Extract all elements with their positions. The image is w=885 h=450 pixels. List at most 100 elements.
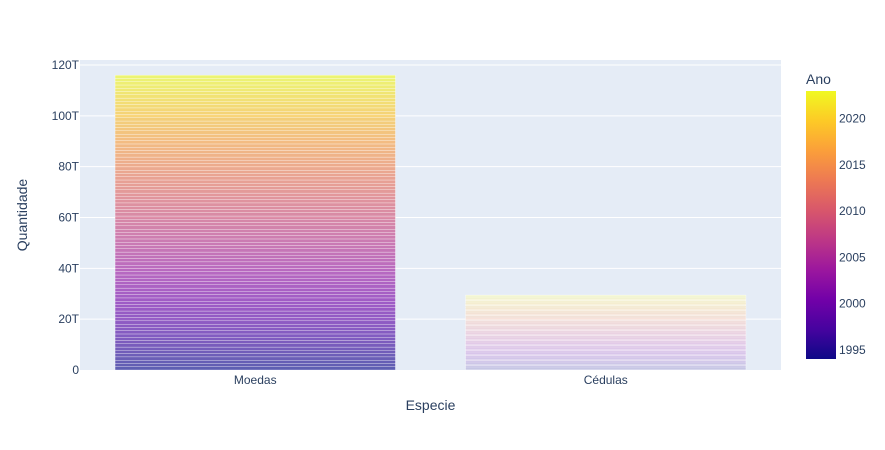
bar-segment — [114, 101, 396, 105]
bar-segment — [114, 333, 396, 338]
bar-segment — [114, 189, 396, 194]
bar-segment — [114, 163, 396, 168]
colorbar-tick-label: 2010 — [839, 204, 866, 218]
colorbar-tick-label: 2020 — [839, 112, 866, 126]
bar-segment — [114, 81, 396, 86]
bar-segment — [114, 363, 396, 367]
bar-segment — [114, 84, 396, 89]
bar-segment — [114, 356, 396, 361]
x-tick-label: Cédulas — [584, 373, 628, 387]
bar-segment — [114, 261, 396, 266]
colorbar-gradient — [806, 91, 836, 359]
bar-segment — [114, 179, 396, 184]
bar-segment — [114, 274, 396, 279]
y-tick-label: 20T — [58, 312, 79, 326]
colorbar-ticks: 1995 2000 2005 2010 2015 2020 — [839, 112, 866, 357]
bar-segment — [114, 150, 396, 154]
bar-segment — [114, 248, 396, 253]
bar-segment — [114, 192, 396, 197]
bar-segment — [114, 120, 396, 125]
colorbar: Ano 1995 2000 2005 2010 2015 2020 — [806, 71, 866, 359]
colorbar-title: Ano — [806, 71, 831, 87]
x-axis-ticks: Moedas Cédulas — [234, 373, 628, 387]
bar-segment — [114, 91, 396, 95]
bar-segment — [114, 320, 396, 325]
y-tick-label: 60T — [58, 211, 79, 225]
bar-segment — [114, 350, 396, 354]
bar-segment — [114, 232, 396, 236]
y-tick-label: 80T — [58, 160, 79, 174]
bar-segment — [114, 166, 396, 171]
colorbar-tick-label: 1995 — [839, 343, 866, 357]
bar-segment — [114, 251, 396, 256]
bar-segment — [114, 304, 396, 308]
bar-segment — [114, 317, 396, 322]
bar-segment — [114, 176, 396, 181]
bar-segment — [114, 225, 396, 230]
bar-segment — [114, 255, 396, 259]
bar-segment — [114, 137, 396, 141]
bar-segment — [114, 330, 396, 335]
bar-segment — [114, 310, 396, 315]
bar-segment — [114, 235, 396, 240]
bar-segment — [114, 340, 396, 344]
y-tick-label: 40T — [58, 261, 79, 275]
bar-segment — [114, 215, 396, 220]
bar-segment — [114, 114, 396, 118]
bar-cédulas — [465, 294, 747, 371]
bar-segment — [114, 258, 396, 263]
y-axis-ticks: 0 20T 40T 60T 80T 100T 120T — [52, 58, 80, 377]
bar-segment — [114, 314, 396, 318]
bar-segment — [114, 140, 396, 145]
bar-segment — [114, 360, 396, 364]
bar-moedas — [114, 75, 396, 371]
colorbar-tick-label: 2015 — [839, 158, 866, 172]
bar-segment — [114, 238, 396, 243]
bar-segment — [114, 97, 396, 102]
bar-segment — [114, 228, 396, 233]
bar-segment — [114, 323, 396, 328]
bar-segment — [114, 291, 396, 295]
y-tick-label: 120T — [52, 58, 80, 72]
x-tick-label: Moedas — [234, 373, 277, 387]
bar-segment — [114, 337, 396, 341]
bar-segment — [114, 294, 396, 299]
bar-segment — [114, 209, 396, 213]
bars — [114, 75, 747, 371]
bar-segment — [114, 222, 396, 227]
bar-segment — [114, 124, 396, 128]
bar-segment — [114, 346, 396, 351]
bar-segment — [114, 173, 396, 177]
bar-segment — [114, 307, 396, 312]
bar-segment — [114, 104, 396, 109]
bar-segment — [114, 199, 396, 204]
bar-segment — [114, 366, 396, 371]
bar-segment — [114, 153, 396, 158]
bar-segment — [114, 156, 396, 161]
bar-segment — [465, 294, 747, 297]
bar-segment — [114, 327, 396, 331]
bar-segment — [114, 75, 396, 79]
bar-segment — [114, 242, 396, 246]
bar-segment — [114, 183, 396, 187]
bar-segment — [114, 281, 396, 285]
bar-segment — [114, 107, 396, 112]
y-axis-title: Quantidade — [14, 179, 30, 252]
bar-segment — [114, 343, 396, 348]
y-tick-label: 100T — [52, 109, 80, 123]
bar-segment — [114, 219, 396, 223]
bar-segment — [114, 271, 396, 276]
bar-segment — [114, 287, 396, 292]
bar-segment — [114, 353, 396, 358]
colorbar-tick-label: 2005 — [839, 250, 866, 264]
bar-segment — [114, 206, 396, 210]
bar-segment — [114, 265, 396, 269]
colorbar-tick-label: 2000 — [839, 297, 866, 311]
bar-segment — [114, 284, 396, 289]
bar-segment — [114, 78, 396, 82]
bar-segment — [114, 130, 396, 135]
bar-segment — [114, 212, 396, 217]
y-tick-label: 0 — [72, 363, 79, 377]
x-axis-title: Especie — [406, 397, 456, 413]
